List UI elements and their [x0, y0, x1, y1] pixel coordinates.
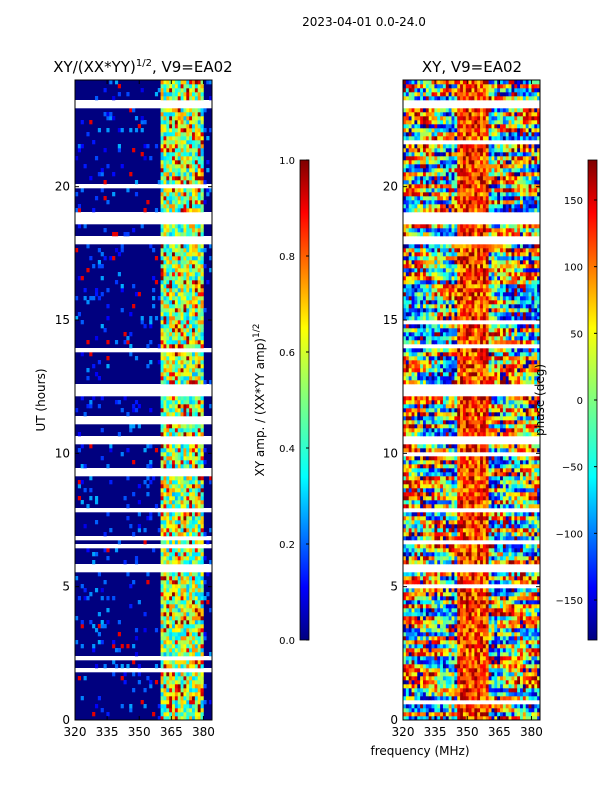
- y-tick-label: 0: [62, 713, 70, 727]
- y-tick-label: 20: [55, 180, 70, 194]
- y-tick-label: 10: [55, 446, 70, 460]
- phase-colorbar: −150 −100 −50 0 50 100 150 phase (deg): [533, 159, 598, 641]
- left-plot-frame: [74, 79, 213, 721]
- phase-colorbar-tick-label: 50: [570, 329, 583, 340]
- left-title-suffix: , V9=EA02: [152, 58, 233, 76]
- x-tick-label: 380: [520, 725, 543, 739]
- left-heatmap: [75, 80, 212, 720]
- amp-colorbar-tick-label: 0.4: [279, 444, 295, 455]
- right-x-axis: 320 335 350 365 380: [392, 80, 543, 739]
- right-panel: XY, V9=EA02 320 335 350 365 380 0 5 10 15 20 fre…: [370, 58, 542, 758]
- left-panel-title: XY/(XX*YY)1/2, V9=EA02: [53, 58, 232, 76]
- y-tick-label: 20: [383, 180, 398, 194]
- left-panel: XY/(XX*YY)1/2, V9=EA02 320 335 350 365 380 0…: [34, 58, 233, 739]
- right-plot-frame: [402, 79, 541, 721]
- x-tick-label: 365: [160, 725, 183, 739]
- x-tick-label: 335: [96, 725, 119, 739]
- amp-colorbar-tick-label: 0.2: [279, 540, 295, 551]
- x-tick-label: 320: [64, 725, 87, 739]
- y-tick-label: 10: [383, 446, 398, 460]
- phase-colorbar-tick-label: −100: [556, 529, 583, 540]
- figure-suptitle: 2023-04-01 0.0-24.0: [302, 15, 426, 29]
- right-heatmap: [403, 80, 540, 720]
- phase-colorbar-tick-label: 0: [577, 396, 583, 407]
- x-axis-label: frequency (MHz): [370, 744, 469, 758]
- y-tick-label: 0: [390, 713, 398, 727]
- phase-colorbar-ticks: −150 −100 −50 0 50 100 150: [556, 196, 597, 607]
- right-panel-title: XY, V9=EA02: [422, 58, 522, 76]
- amp-colorbar-tick-label: 0.0: [279, 636, 295, 647]
- amp-colorbar-label-sup: 1/2: [252, 324, 262, 338]
- x-tick-label: 365: [488, 725, 511, 739]
- right-y-axis: 0 5 10 15 20: [383, 180, 540, 727]
- left-x-axis: 320 335 350 365 380: [64, 80, 215, 739]
- amp-colorbar-tick-label: 0.6: [279, 348, 295, 359]
- amp-colorbar-label: XY amp. / (XX*YY amp)1/2: [252, 324, 267, 477]
- x-tick-label: 350: [456, 725, 479, 739]
- amp-colorbar-tick-label: 0.8: [279, 252, 295, 263]
- phase-colorbar-label: phase (deg): [533, 364, 547, 436]
- x-tick-label: 350: [128, 725, 151, 739]
- left-title-main: XY/(XX*YY): [53, 58, 136, 76]
- y-tick-label: 15: [55, 313, 70, 327]
- amp-colorbar: 0.0 0.2 0.4 0.6 0.8 1.0 XY amp. / (XX*YY amp)…: [252, 156, 310, 647]
- y-axis-label: UT (hours): [34, 368, 48, 431]
- phase-colorbar-tick-label: −50: [562, 463, 583, 474]
- x-tick-label: 380: [192, 725, 215, 739]
- amp-colorbar-gradient: [299, 159, 310, 641]
- phase-colorbar-tick-label: 150: [564, 196, 583, 207]
- left-title-sup: 1/2: [136, 58, 152, 69]
- amp-colorbar-tick-label: 1.0: [279, 156, 295, 167]
- amp-colorbar-ticks: 0.0 0.2 0.4 0.6 0.8 1.0: [279, 156, 309, 647]
- y-tick-label: 5: [390, 580, 398, 594]
- amp-colorbar-label-main: XY amp. / (XX*YY amp): [253, 338, 267, 476]
- left-y-axis: 0 5 10 15 20: [55, 180, 212, 727]
- y-tick-label: 5: [62, 580, 70, 594]
- phase-colorbar-tick-label: 100: [564, 263, 583, 274]
- x-tick-label: 335: [424, 725, 447, 739]
- y-tick-label: 15: [383, 313, 398, 327]
- x-tick-label: 320: [392, 725, 415, 739]
- phase-colorbar-tick-label: −150: [556, 596, 583, 607]
